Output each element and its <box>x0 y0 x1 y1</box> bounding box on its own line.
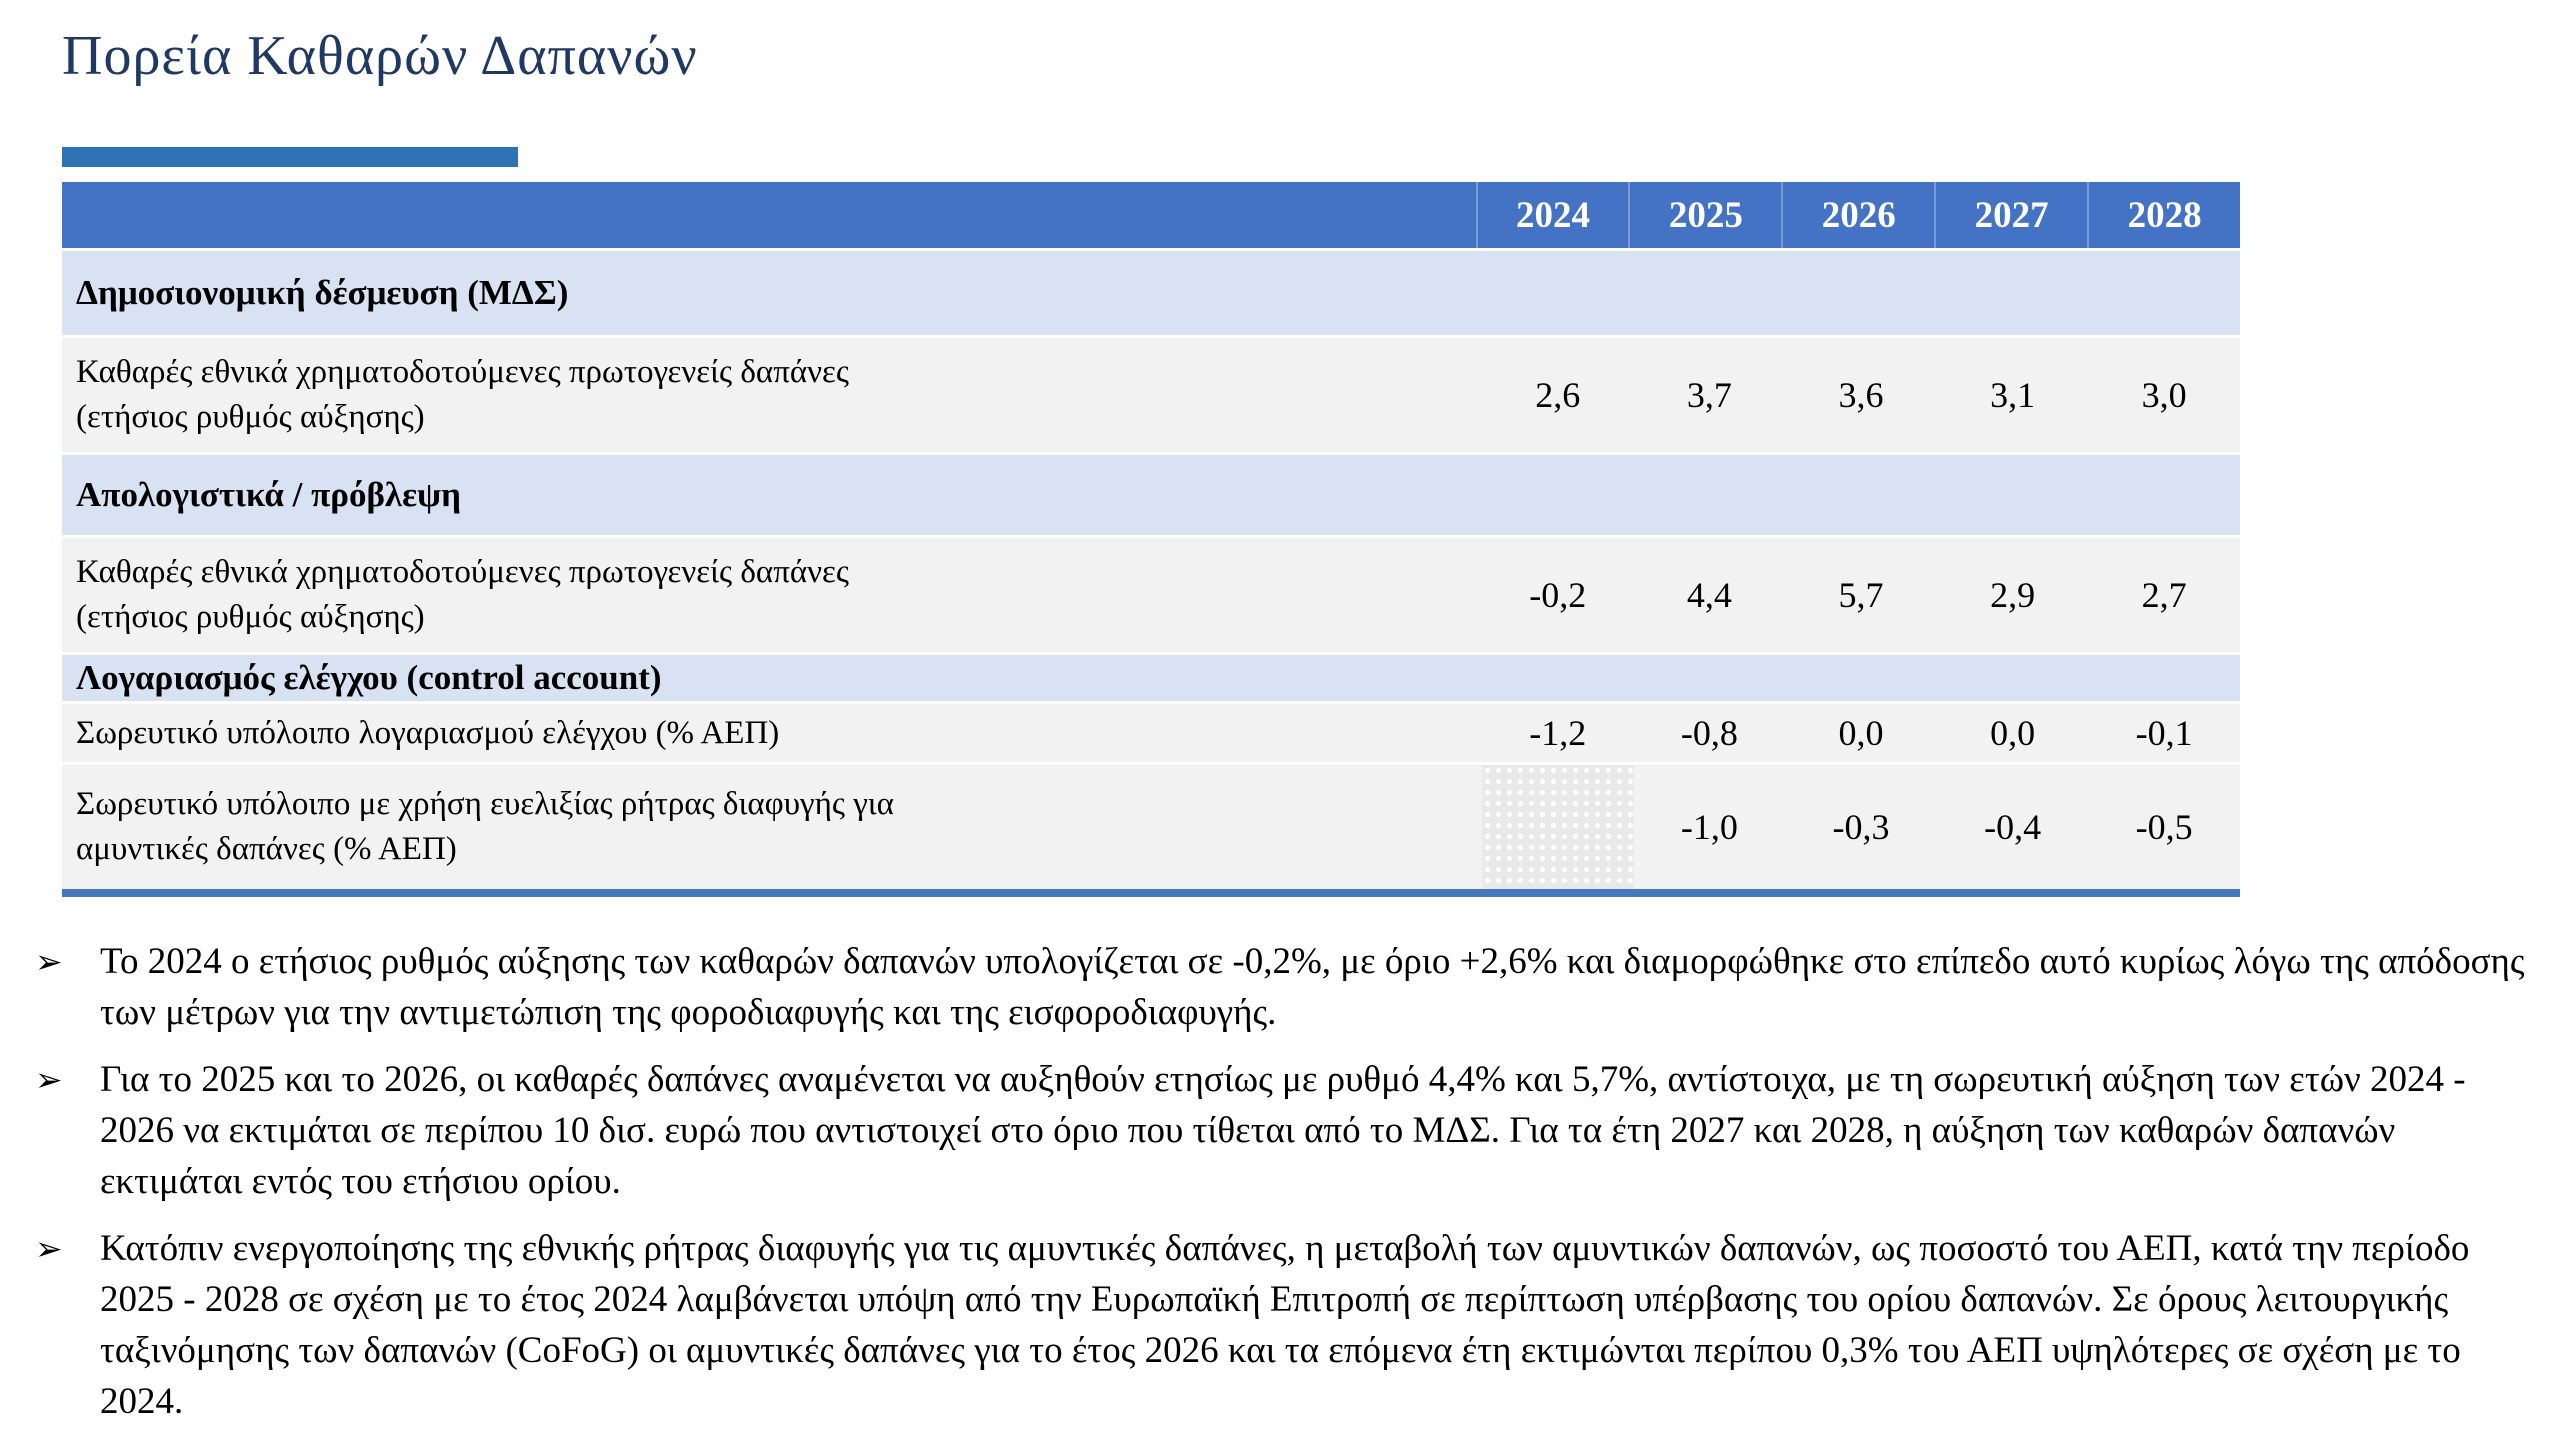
page-title: Πορεία Καθαρών Δαπανών <box>62 24 698 88</box>
value-2024: -1,2 <box>1482 704 1634 762</box>
row-label: Σωρευτικό υπόλοιπο λογαριασμού ελέγχου (… <box>62 704 1482 762</box>
year-header-2027: 2027 <box>1934 182 2087 248</box>
row-label: Σωρευτικό υπόλοιπο με χρήση ευελιξίας ρή… <box>62 765 1482 889</box>
header-empty-cell <box>62 182 1476 248</box>
table-row-net-expenditure-outturn: Καθαρές εθνικά χρηματοδοτούμενες πρωτογε… <box>62 538 2240 652</box>
value-2024: 2,6 <box>1482 338 1634 452</box>
value-2024: -0,2 <box>1482 538 1634 652</box>
bullet-list: ➢ Το 2024 ο ετήσιος ρυθμός αύξησης των κ… <box>35 936 2540 1443</box>
year-header-2024: 2024 <box>1476 182 1629 248</box>
bullet-text: Κατόπιν ενεργοποίησης της εθνικής ρήτρας… <box>100 1223 2540 1427</box>
bullet-item-defence-escape-clause: ➢ Κατόπιν ενεργοποίησης της εθνικής ρήτρ… <box>35 1223 2540 1427</box>
value-2027: 0,0 <box>1937 704 2089 762</box>
section-row-outturn-forecast: Απολογιστικά / πρόβλεψη <box>62 455 2240 535</box>
row-label-line2: (ετήσιος ρυθμός αύξησης) <box>76 595 1460 640</box>
value-2026: 5,7 <box>1785 538 1937 652</box>
value-2028: -0,5 <box>2088 765 2240 889</box>
title-accent-bar <box>62 147 518 167</box>
value-2026: 3,6 <box>1785 338 1937 452</box>
arrow-bullet-icon: ➢ <box>35 1223 100 1427</box>
section-row-fiscal-commitment: Δημοσιονομική δέσμευση (ΜΔΣ) <box>62 251 2240 335</box>
arrow-bullet-icon: ➢ <box>35 936 100 1038</box>
table-row-balance-escape-clause: Σωρευτικό υπόλοιπο με χρήση ευελιξίας ρή… <box>62 765 2240 889</box>
section-label: Απολογιστικά / πρόβλεψη <box>62 455 2240 535</box>
year-header-2026: 2026 <box>1781 182 1934 248</box>
section-label: Δημοσιονομική δέσμευση (ΜΔΣ) <box>62 251 2240 335</box>
value-2025: 4,4 <box>1634 538 1786 652</box>
row-label-line1: Σωρευτικό υπόλοιπο με χρήση ευελιξίας ρή… <box>76 782 1460 827</box>
table-bottom-rule <box>62 889 2240 897</box>
bullet-text: Για το 2025 και το 2026, οι καθαρές δαπά… <box>100 1054 2540 1207</box>
bullet-text: Το 2024 ο ετήσιος ρυθμός αύξησης των καθ… <box>100 936 2540 1038</box>
table-header-row: 2024 2025 2026 2027 2028 <box>62 182 2240 248</box>
value-2024-hatched-empty <box>1482 765 1634 889</box>
net-expenditure-table: 2024 2025 2026 2027 2028 Δημοσιονομική δ… <box>62 182 2240 897</box>
row-label-line2: αμυντικές δαπάνες (% ΑΕΠ) <box>76 827 1460 872</box>
bullet-item-2024-rate: ➢ Το 2024 ο ετήσιος ρυθμός αύξησης των κ… <box>35 936 2540 1038</box>
value-2026: -0,3 <box>1785 765 1937 889</box>
section-row-control-account: Λογαριασμός ελέγχου (control account) <box>62 655 2240 701</box>
value-2027: -0,4 <box>1937 765 2089 889</box>
row-label: Καθαρές εθνικά χρηματοδοτούμενες πρωτογε… <box>62 338 1482 452</box>
row-label-line1: Καθαρές εθνικά χρηματοδοτούμενες πρωτογε… <box>76 350 1460 395</box>
value-2027: 3,1 <box>1937 338 2089 452</box>
value-2025: -0,8 <box>1634 704 1786 762</box>
value-2026: 0,0 <box>1785 704 1937 762</box>
table-row-net-expenditure-mtfp: Καθαρές εθνικά χρηματοδοτούμενες πρωτογε… <box>62 338 2240 452</box>
value-2028: -0,1 <box>2088 704 2240 762</box>
section-label: Λογαριασμός ελέγχου (control account) <box>62 655 2240 701</box>
row-label: Καθαρές εθνικά χρηματοδοτούμενες πρωτογε… <box>62 538 1482 652</box>
year-header-2028: 2028 <box>2087 182 2240 248</box>
value-2025: 3,7 <box>1634 338 1786 452</box>
table-row-control-account-balance: Σωρευτικό υπόλοιπο λογαριασμού ελέγχου (… <box>62 704 2240 762</box>
arrow-bullet-icon: ➢ <box>35 1054 100 1207</box>
row-label-line1: Καθαρές εθνικά χρηματοδοτούμενες πρωτογε… <box>76 550 1460 595</box>
value-2027: 2,9 <box>1937 538 2089 652</box>
bullet-item-2025-2026-growth: ➢ Για το 2025 και το 2026, οι καθαρές δα… <box>35 1054 2540 1207</box>
row-label-line1: Σωρευτικό υπόλοιπο λογαριασμού ελέγχου (… <box>76 711 1460 756</box>
row-label-line2: (ετήσιος ρυθμός αύξησης) <box>76 395 1460 440</box>
value-2028: 2,7 <box>2088 538 2240 652</box>
value-2025: -1,0 <box>1634 765 1786 889</box>
value-2028: 3,0 <box>2088 338 2240 452</box>
year-header-2025: 2025 <box>1628 182 1781 248</box>
